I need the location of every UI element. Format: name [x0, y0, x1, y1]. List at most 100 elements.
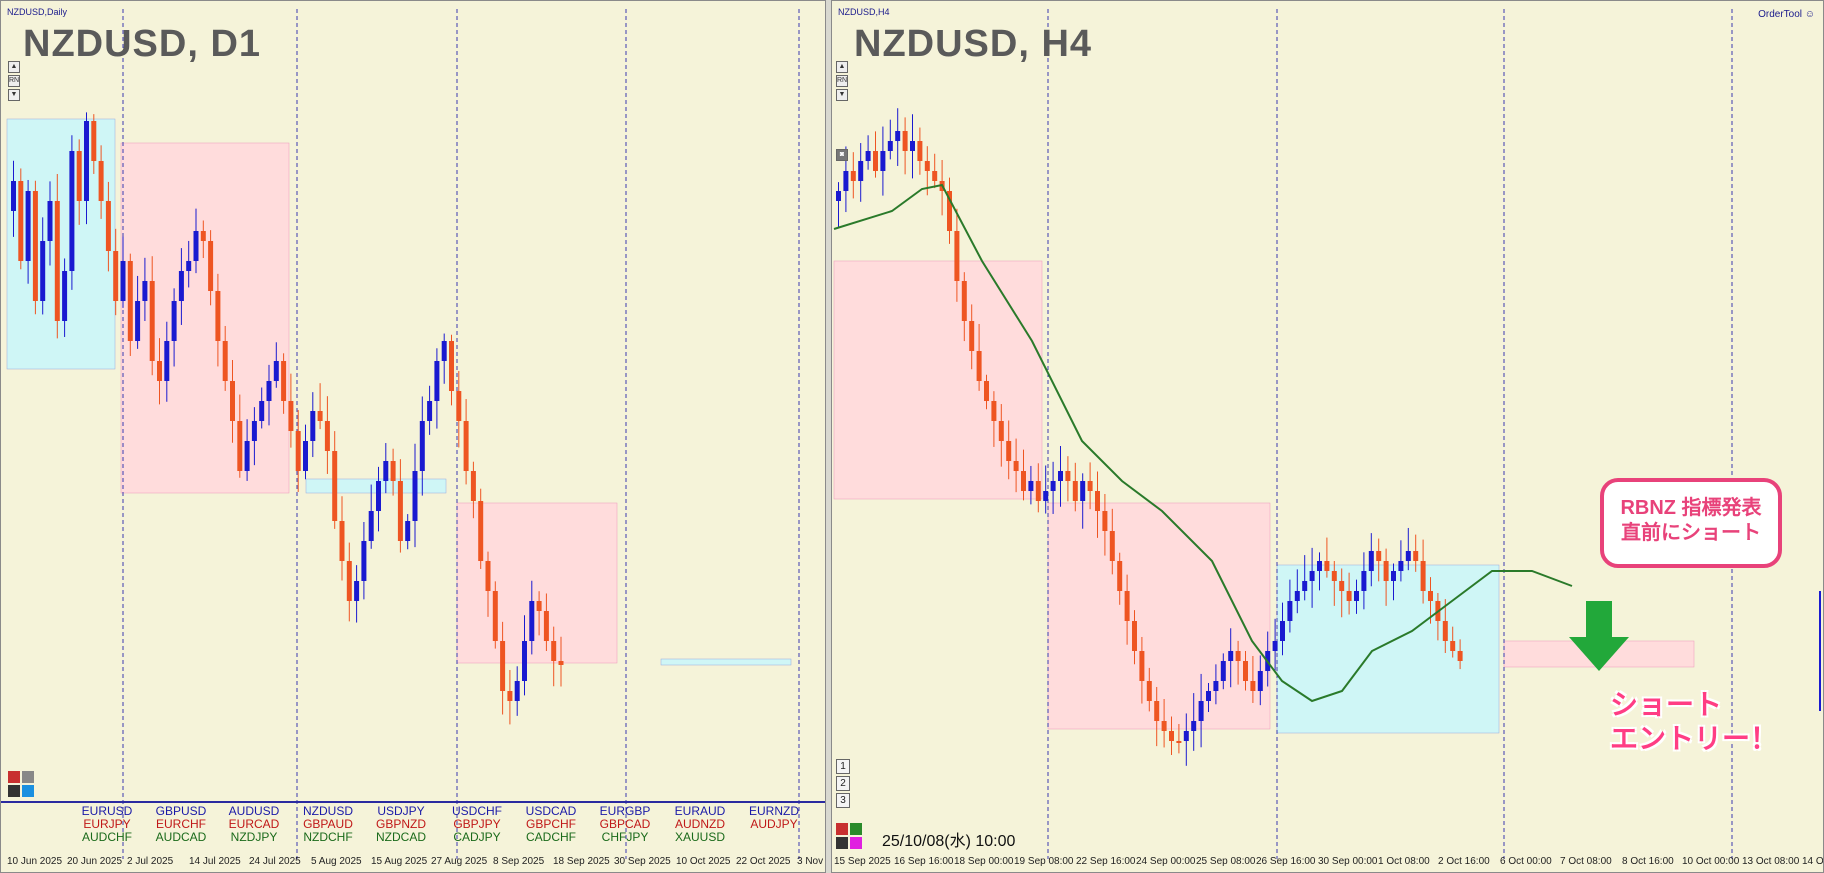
candle-body — [1124, 591, 1130, 621]
symbol-link[interactable]: GBPJPY — [453, 817, 501, 831]
daily-chart-window[interactable]: NZDUSD,Daily NZDUSD, D1 ▲ RN ▼ EURUSD EUR… — [0, 0, 826, 873]
symbol-link[interactable]: NZDCHF — [303, 830, 353, 844]
chart-preset-button-3[interactable]: 3 — [836, 793, 850, 808]
settings-button[interactable] — [22, 771, 34, 783]
symbol-link[interactable]: CADCHF — [526, 830, 576, 844]
symbol-link[interactable]: GBPCAD — [599, 817, 651, 831]
symbol-link[interactable]: NZDCAD — [376, 830, 426, 844]
candle-body — [984, 381, 989, 401]
candle-body — [84, 121, 89, 201]
order-tool-label: OrderTool — [1758, 9, 1802, 20]
candle-body — [390, 461, 396, 481]
candle-body — [281, 361, 287, 401]
candle-body — [850, 171, 856, 181]
camera-icon[interactable] — [8, 785, 20, 797]
candle-body — [405, 521, 411, 541]
candle-body — [427, 401, 433, 421]
date-axis-label: 6 Oct 00:00 — [1500, 856, 1552, 867]
candle-body — [193, 231, 199, 261]
info-icon[interactable] — [850, 837, 862, 849]
scroll-down-button[interactable]: ▼ — [8, 89, 20, 101]
candle-body — [1287, 601, 1293, 621]
close-minus-button[interactable] — [8, 771, 20, 783]
scale-button[interactable]: RN — [8, 75, 20, 87]
symbol-link[interactable]: EURCHF — [156, 817, 206, 831]
symbol-link[interactable]: EURCAD — [228, 817, 280, 831]
date-axis-label: 30 Sep 00:00 — [1318, 856, 1378, 867]
candle-body — [887, 141, 893, 151]
symbol-link[interactable]: USDCHF — [452, 804, 502, 818]
symbol-link[interactable]: AUDNZD — [675, 817, 725, 831]
symbol-link[interactable]: GBPCHF — [525, 817, 576, 831]
sell-button[interactable] — [850, 823, 862, 835]
symbol-link[interactable]: EURUSD — [81, 804, 133, 818]
candle-body — [865, 151, 871, 161]
symbol-link[interactable]: USDCAD — [525, 804, 577, 818]
supply-zone — [456, 502, 618, 664]
candle-body — [1035, 481, 1041, 501]
candle-body — [873, 151, 878, 171]
symbol-link[interactable]: CADJPY — [453, 830, 501, 844]
candle-body — [266, 381, 272, 401]
symbol-link[interactable]: AUDCAD — [155, 830, 207, 844]
symbol-link[interactable]: EURJPY — [83, 817, 131, 831]
candle-body — [62, 271, 68, 321]
scroll-up-button[interactable]: ▲ — [836, 61, 848, 73]
date-axis-label: 14 O — [1802, 856, 1824, 867]
candle-body — [507, 691, 513, 701]
candle-body — [1013, 461, 1019, 471]
demand-zone — [6, 118, 116, 370]
chart-preset-button-1[interactable]: 1 — [836, 759, 850, 774]
candle-body — [441, 341, 447, 361]
h4-chart-canvas[interactable] — [832, 1, 1824, 873]
scroll-up-button[interactable]: ▲ — [8, 61, 20, 73]
camera-icon[interactable]: ◙ — [836, 149, 848, 161]
symbol-link[interactable]: AUDUSD — [228, 804, 280, 818]
symbol-link[interactable]: AUDCHF — [82, 830, 132, 844]
candle-body — [76, 151, 82, 201]
scale-button[interactable]: RN — [836, 75, 848, 87]
symbol-link[interactable]: GBPUSD — [155, 804, 207, 818]
candle-body — [551, 641, 557, 661]
candle-body — [1154, 701, 1160, 721]
h4-chart-window[interactable]: NZDUSD,H4 OrderTool ☺ NZDUSD, H4 ▲ RN ▼ … — [831, 0, 1824, 873]
symbol-link[interactable]: XAUUSD — [674, 830, 725, 844]
candle-body — [1146, 681, 1152, 701]
candle-body — [1043, 491, 1049, 501]
symbol-link[interactable]: EURGBP — [599, 804, 651, 818]
symbol-link[interactable]: CHFJPY — [601, 830, 649, 844]
date-axis-label: 10 Oct 2025 — [676, 856, 731, 867]
candle-body — [1324, 561, 1330, 571]
candle-body — [1102, 511, 1108, 531]
symbol-link[interactable]: EURNZD — [749, 804, 799, 818]
candle-body — [419, 421, 425, 471]
symbol-link[interactable]: AUDJPY — [750, 817, 798, 831]
candle-body — [346, 561, 352, 601]
symbol-link[interactable]: EURAUD — [674, 804, 726, 818]
window-title: NZDUSD,H4 — [838, 7, 890, 17]
date-axis-label: 16 Sep 16:00 — [894, 856, 954, 867]
date-axis-label: 27 Aug 2025 — [431, 856, 488, 867]
camera-icon[interactable] — [836, 837, 848, 849]
candle-body — [1169, 731, 1174, 741]
candle-body — [1228, 651, 1234, 661]
candle-body — [485, 561, 491, 591]
candle-body — [1095, 491, 1100, 511]
candle-body — [1213, 681, 1219, 691]
candle-body — [449, 341, 454, 391]
scroll-down-button[interactable]: ▼ — [836, 89, 848, 101]
info-icon[interactable] — [22, 785, 34, 797]
symbol-link[interactable]: GBPAUD — [303, 817, 353, 831]
close-minus-button[interactable] — [836, 823, 848, 835]
chart-preset-button-2[interactable]: 2 — [836, 776, 850, 791]
symbol-link[interactable]: GBPNZD — [375, 817, 426, 831]
candle-body — [836, 191, 841, 201]
symbol-link[interactable]: USDJPY — [377, 804, 425, 818]
candle-body — [998, 421, 1004, 441]
symbol-link[interactable]: NZDUSD — [303, 804, 353, 818]
candle-body — [1257, 671, 1263, 691]
symbol-link[interactable]: NZDJPY — [230, 830, 278, 844]
candle-body — [932, 171, 938, 181]
order-tool-button[interactable]: OrderTool ☺ — [1758, 9, 1815, 20]
daily-chart-canvas[interactable] — [1, 1, 826, 873]
